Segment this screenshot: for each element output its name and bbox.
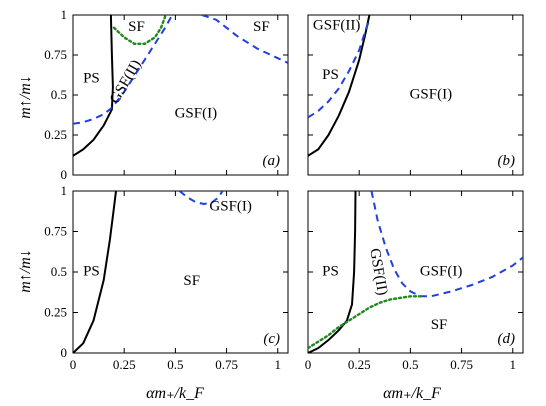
y-tick-label: 0.25 (44, 305, 67, 320)
phase-boundary-dashed-blue (178, 191, 224, 205)
x-axis-label-right: αm₊/k_F (383, 385, 441, 402)
x-tick-label: 0.25 (348, 357, 371, 372)
phase-boundary-dashed-blue (308, 19, 371, 119)
region-label: PS (83, 70, 100, 86)
panel-label: (a) (263, 153, 281, 169)
y-axis-label-bottom: m↑/m↓ (17, 249, 34, 293)
x-tick-label: 0.75 (450, 357, 473, 372)
x-tick-label: 0 (305, 357, 312, 372)
region-label: SF (253, 19, 270, 35)
region-label: PS (322, 263, 339, 279)
region-label: SF (128, 19, 145, 35)
y-tick-label: 0.25 (44, 127, 67, 142)
x-tick-label: 0 (70, 357, 77, 372)
y-tick-label: 0.75 (44, 224, 67, 239)
y-tick-label: 1 (61, 7, 68, 22)
panel-label: (d) (498, 331, 516, 347)
y-tick-label: 0.75 (44, 47, 67, 62)
panel-d: 0 0.25 0.5 0.75 1 PS GSF(I) SF GSF(II) (d) (305, 190, 524, 372)
y-axis-label-top: m↑/m↓ (17, 75, 34, 119)
x-tick-label: 0.75 (215, 357, 238, 372)
region-label: SF (431, 317, 448, 333)
x-tick-label: 1 (275, 357, 282, 372)
x-tick-label: 0.25 (113, 357, 136, 372)
phase-boundary-dashed-blue (201, 15, 288, 64)
phase-boundary-dotted-green (112, 15, 167, 45)
region-label: GSF(I) (410, 86, 453, 102)
panel-label: (b) (498, 153, 516, 169)
panel-c: 0 0.25 0.5 0.75 1 0 0.25 0.5 0.75 1 PS SF GSF(I) (c) (44, 183, 289, 372)
panel-b: GSF(II) PS GSF(I) (b) (307, 14, 524, 176)
region-label: GSF(I) (209, 199, 252, 215)
region-label: SF (183, 273, 200, 289)
panel-label: (c) (263, 331, 280, 347)
region-label: PS (83, 263, 100, 279)
region-label: GSF(II) (313, 18, 361, 34)
phase-boundary-solid-black (73, 15, 114, 157)
y-tick-label: 0 (61, 345, 68, 360)
region-label: GSF(II) (366, 247, 390, 297)
x-tick-label: 1 (510, 357, 517, 372)
x-tick-label: 0.5 (167, 357, 183, 372)
y-tick-label: 0.5 (51, 87, 67, 102)
x-tick-label: 0.5 (402, 357, 418, 372)
phase-boundary-solid-black (73, 191, 117, 353)
region-label: PS (322, 67, 339, 83)
x-axis-label-left: αm₊/k_F (146, 385, 204, 402)
region-label: GSF(I) (420, 263, 463, 279)
phase-boundary-solid-black (308, 15, 371, 157)
y-tick-label: 1 (61, 183, 68, 198)
phase-boundary-dashed-blue (73, 16, 173, 125)
y-tick-label: 0.5 (51, 264, 67, 279)
phase-boundary-dotted-green (308, 295, 422, 350)
region-label: GSF(I) (175, 106, 218, 122)
phase-boundary-dashed-blue (370, 191, 523, 298)
y-tick-label: 0 (61, 167, 68, 182)
panel-frame (72, 14, 289, 176)
phase-boundary-solid-black (308, 191, 357, 353)
